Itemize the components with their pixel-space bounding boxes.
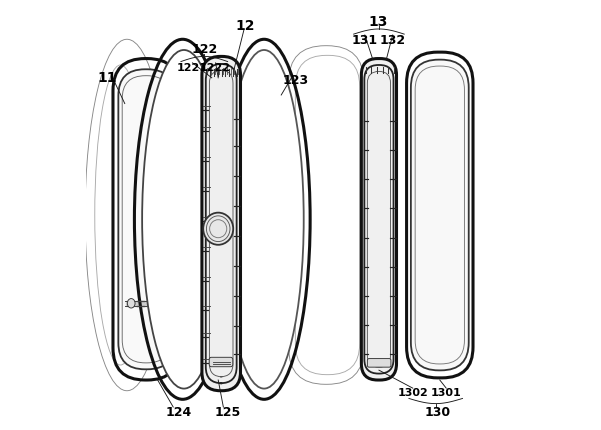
Text: 123: 123 <box>282 74 308 87</box>
Ellipse shape <box>224 50 304 389</box>
Ellipse shape <box>142 50 226 389</box>
FancyBboxPatch shape <box>367 359 391 367</box>
Text: 122: 122 <box>191 43 218 56</box>
FancyBboxPatch shape <box>361 58 397 380</box>
Text: 130: 130 <box>424 405 451 419</box>
Text: 124: 124 <box>165 405 192 419</box>
Text: 131: 131 <box>352 34 378 46</box>
Text: 1302: 1302 <box>397 388 428 398</box>
Text: 125: 125 <box>215 405 241 419</box>
Text: 13: 13 <box>369 15 388 29</box>
FancyBboxPatch shape <box>118 69 174 369</box>
Text: 132: 132 <box>380 34 406 46</box>
Ellipse shape <box>127 298 135 308</box>
Ellipse shape <box>203 213 233 245</box>
Text: 1222: 1222 <box>200 63 231 73</box>
FancyBboxPatch shape <box>209 357 233 367</box>
FancyBboxPatch shape <box>202 56 240 391</box>
Text: 12: 12 <box>235 18 255 33</box>
Text: 1301: 1301 <box>431 388 462 398</box>
Text: 1221: 1221 <box>177 63 208 73</box>
FancyBboxPatch shape <box>411 60 469 370</box>
Text: 11: 11 <box>97 71 117 85</box>
